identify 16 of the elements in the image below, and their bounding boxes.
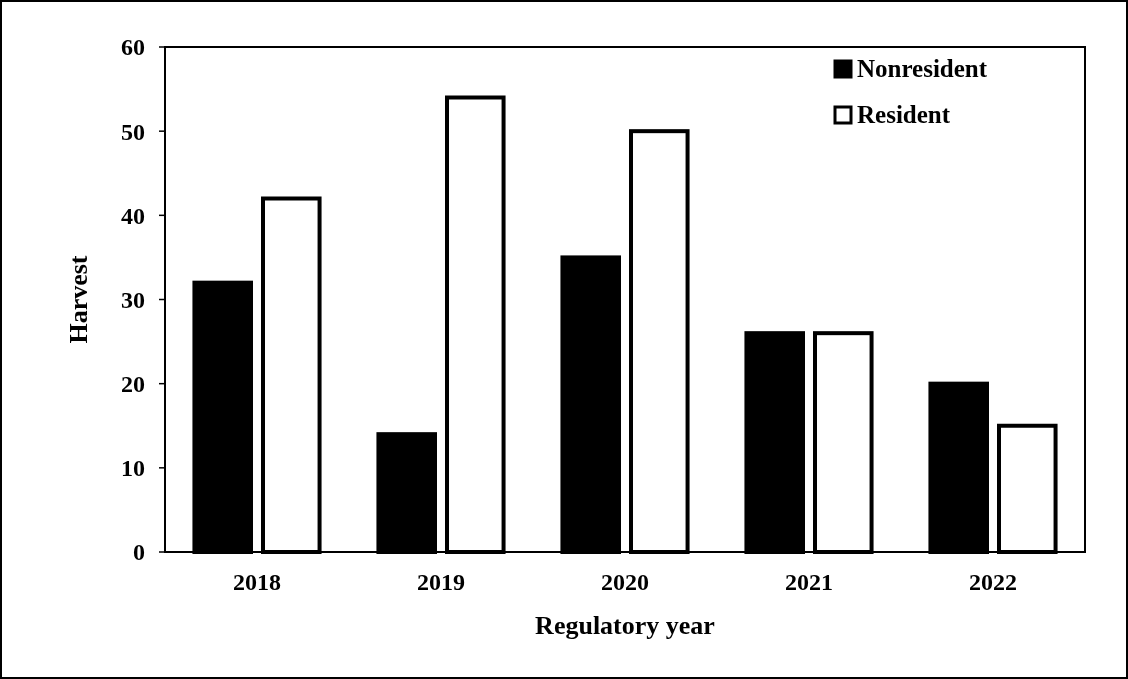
y-tick-label: 40 (121, 202, 145, 229)
x-tick-label: 2022 (969, 569, 1017, 595)
x-tick-label: 2019 (417, 569, 465, 595)
x-tick-label: 2018 (233, 569, 281, 595)
y-tick-label: 50 (121, 118, 145, 145)
y-tick-label: 30 (121, 286, 145, 313)
x-tick-label: 2021 (785, 569, 833, 595)
legend-label: Nonresident (857, 55, 988, 82)
y-tick-label: 10 (121, 455, 145, 482)
y-tick-label: 60 (121, 34, 145, 61)
legend-label: Resident (857, 101, 951, 128)
y-axis-title: Harvest (64, 255, 93, 344)
y-tick-label: 20 (121, 371, 145, 398)
x-axis-title: Regulatory year (535, 611, 715, 640)
x-tick-label: 2020 (601, 569, 649, 595)
y-tick-label: 0 (133, 539, 145, 566)
